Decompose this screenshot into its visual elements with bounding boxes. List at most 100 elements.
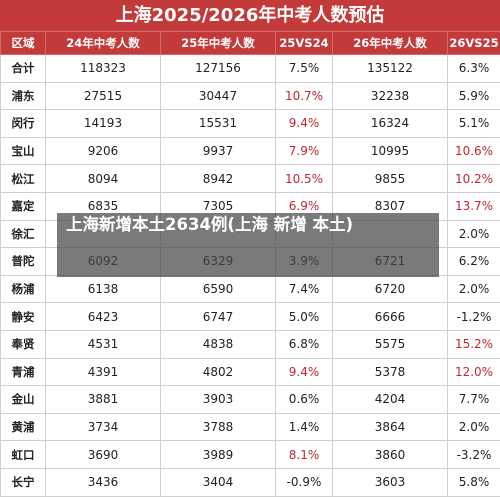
count-2026-cell: 9855 bbox=[333, 165, 448, 193]
count-2025-cell: 4802 bbox=[161, 358, 276, 386]
region-cell: 静安 bbox=[1, 303, 46, 331]
count-2026-cell: 3864 bbox=[333, 413, 448, 441]
region-cell: 浦东 bbox=[1, 82, 46, 110]
change-26vs25-cell: 2.0% bbox=[448, 275, 500, 303]
count-2026-cell: 5378 bbox=[333, 358, 448, 386]
change-25vs24-cell: 1.4% bbox=[276, 413, 333, 441]
count-2026-cell: 32238 bbox=[333, 82, 448, 110]
count-2025-cell: 4838 bbox=[161, 330, 276, 358]
count-2024-cell: 3690 bbox=[46, 441, 161, 469]
count-2025-cell: 30447 bbox=[161, 82, 276, 110]
count-2024-cell: 9206 bbox=[46, 137, 161, 165]
header-row: 区域 24年中考人数 25年中考人数 25VS24 26年中考人数 26VS25 bbox=[1, 32, 500, 55]
count-2026-cell: 135122 bbox=[333, 55, 448, 83]
change-26vs25-cell: 15.2% bbox=[448, 330, 500, 358]
region-cell: 宝山 bbox=[1, 137, 46, 165]
count-2026-cell: 6666 bbox=[333, 303, 448, 331]
count-2025-cell: 8942 bbox=[161, 165, 276, 193]
region-cell: 金山 bbox=[1, 386, 46, 414]
change-26vs25-cell: 5.1% bbox=[448, 110, 500, 138]
count-2026-cell: 3860 bbox=[333, 441, 448, 469]
count-2026-cell: 5575 bbox=[333, 330, 448, 358]
count-2024-cell: 118323 bbox=[46, 55, 161, 83]
count-2026-cell: 3603 bbox=[333, 468, 448, 496]
count-2024-cell: 6423 bbox=[46, 303, 161, 331]
col-header-25vs24: 25VS24 bbox=[276, 32, 333, 55]
col-header-2024: 24年中考人数 bbox=[46, 32, 161, 55]
count-2024-cell: 14193 bbox=[46, 110, 161, 138]
count-2024-cell: 6138 bbox=[46, 275, 161, 303]
change-26vs25-cell: -3.2% bbox=[448, 441, 500, 469]
region-cell: 黄浦 bbox=[1, 413, 46, 441]
col-header-26vs25: 26VS25 bbox=[448, 32, 500, 55]
count-2024-cell: 3436 bbox=[46, 468, 161, 496]
region-cell: 松江 bbox=[1, 165, 46, 193]
region-cell: 合计 bbox=[1, 55, 46, 83]
change-25vs24-cell: 9.4% bbox=[276, 110, 333, 138]
count-2024-cell: 4391 bbox=[46, 358, 161, 386]
count-2025-cell: 127156 bbox=[161, 55, 276, 83]
table-title: 上海2025/2026年中考人数预估 bbox=[0, 0, 500, 31]
count-2025-cell: 3903 bbox=[161, 386, 276, 414]
region-cell: 奉贤 bbox=[1, 330, 46, 358]
change-25vs24-cell: 5.0% bbox=[276, 303, 333, 331]
count-2026-cell: 10995 bbox=[333, 137, 448, 165]
change-26vs25-cell: 2.0% bbox=[448, 220, 500, 248]
region-cell: 杨浦 bbox=[1, 275, 46, 303]
change-25vs24-cell: 10.7% bbox=[276, 82, 333, 110]
count-2026-cell: 16324 bbox=[333, 110, 448, 138]
change-26vs25-cell: 7.7% bbox=[448, 386, 500, 414]
change-26vs25-cell: 2.0% bbox=[448, 413, 500, 441]
caption-text: 上海新增本土2634例(上海 新增 本土) bbox=[66, 214, 436, 236]
count-2025-cell: 15531 bbox=[161, 110, 276, 138]
count-2026-cell: 6720 bbox=[333, 275, 448, 303]
change-26vs25-cell: 6.3% bbox=[448, 55, 500, 83]
change-26vs25-cell: 10.2% bbox=[448, 165, 500, 193]
count-2025-cell: 6590 bbox=[161, 275, 276, 303]
count-2024-cell: 3881 bbox=[46, 386, 161, 414]
region-cell: 普陀 bbox=[1, 248, 46, 276]
change-25vs24-cell: 7.4% bbox=[276, 275, 333, 303]
change-25vs24-cell: -0.9% bbox=[276, 468, 333, 496]
change-26vs25-cell: 12.0% bbox=[448, 358, 500, 386]
region-cell: 嘉定 bbox=[1, 192, 46, 220]
change-26vs25-cell: 13.7% bbox=[448, 192, 500, 220]
change-26vs25-cell: -1.2% bbox=[448, 303, 500, 331]
change-25vs24-cell: 10.5% bbox=[276, 165, 333, 193]
region-cell: 青浦 bbox=[1, 358, 46, 386]
count-2024-cell: 3734 bbox=[46, 413, 161, 441]
change-26vs25-cell: 10.6% bbox=[448, 137, 500, 165]
count-2025-cell: 3788 bbox=[161, 413, 276, 441]
change-26vs25-cell: 5.8% bbox=[448, 468, 500, 496]
region-cell: 虹口 bbox=[1, 441, 46, 469]
change-26vs25-cell: 6.2% bbox=[448, 248, 500, 276]
change-25vs24-cell: 7.5% bbox=[276, 55, 333, 83]
count-2025-cell: 3989 bbox=[161, 441, 276, 469]
count-2025-cell: 9937 bbox=[161, 137, 276, 165]
change-25vs24-cell: 8.1% bbox=[276, 441, 333, 469]
region-cell: 长宁 bbox=[1, 468, 46, 496]
change-26vs25-cell: 5.9% bbox=[448, 82, 500, 110]
count-2026-cell: 4204 bbox=[333, 386, 448, 414]
change-25vs24-cell: 0.6% bbox=[276, 386, 333, 414]
col-header-2026: 26年中考人数 bbox=[333, 32, 448, 55]
col-header-2025: 25年中考人数 bbox=[161, 32, 276, 55]
region-cell: 闵行 bbox=[1, 110, 46, 138]
count-2025-cell: 6747 bbox=[161, 303, 276, 331]
region-cell: 徐汇 bbox=[1, 220, 46, 248]
change-25vs24-cell: 9.4% bbox=[276, 358, 333, 386]
count-2024-cell: 4531 bbox=[46, 330, 161, 358]
count-2024-cell: 8094 bbox=[46, 165, 161, 193]
